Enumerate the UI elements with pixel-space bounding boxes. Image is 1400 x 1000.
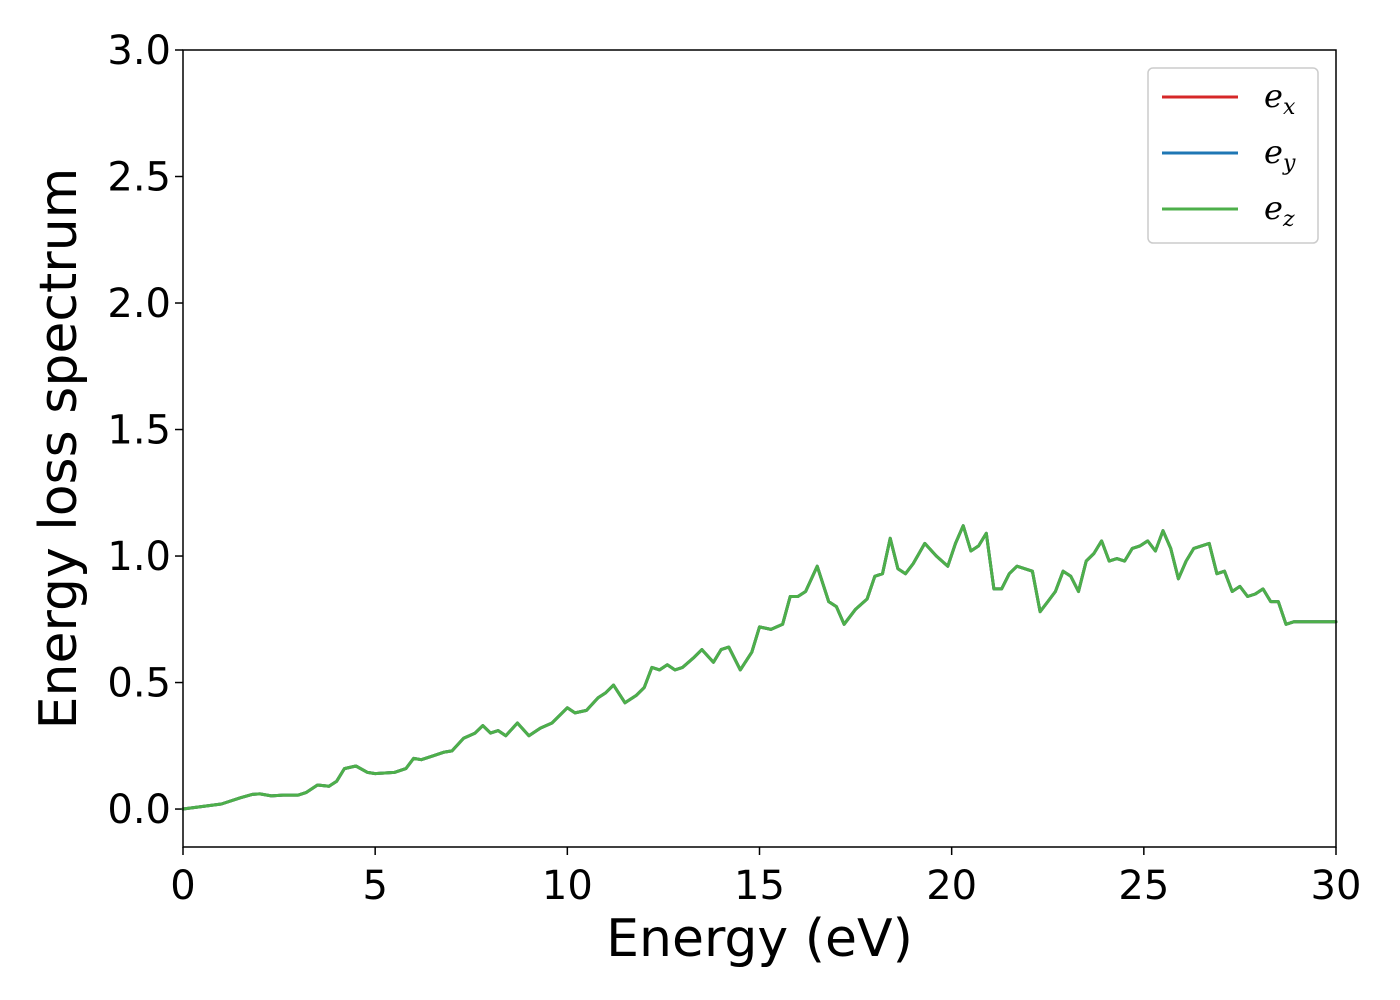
y-axis-label: Energy loss spectrum bbox=[29, 168, 89, 730]
y-tick-label: 3.0 bbox=[107, 28, 171, 74]
legend-box bbox=[1147, 67, 1319, 244]
plot-frame bbox=[182, 49, 1337, 848]
y-tick-label: 2.0 bbox=[107, 281, 171, 327]
series-lines bbox=[181, 524, 1338, 811]
x-tick-label: 5 bbox=[362, 863, 387, 909]
x-tick-label: 0 bbox=[170, 863, 195, 909]
y-tick-label: 0.0 bbox=[107, 787, 171, 833]
legend-label-e_y: ey bbox=[1264, 133, 1296, 176]
x-tick-label: 15 bbox=[734, 863, 785, 909]
x-tick-label: 25 bbox=[1118, 863, 1169, 909]
x-axis-label: Energy (eV) bbox=[606, 909, 913, 969]
y-tick-label: 1.5 bbox=[107, 408, 171, 454]
y-tick-label: 0.5 bbox=[107, 661, 171, 707]
legend-label-e_z: ez bbox=[1264, 189, 1295, 232]
x-tick-label: 10 bbox=[542, 863, 593, 909]
series-line-e_z bbox=[181, 524, 1338, 811]
y-axis-ticks: 0.0 0.5 1.0 1.5 2.0 2.5 3.0 bbox=[107, 28, 183, 833]
legend-label-e_x: ex bbox=[1264, 77, 1296, 120]
y-tick-label: 2.5 bbox=[107, 155, 171, 201]
x-tick-label: 20 bbox=[926, 863, 977, 909]
y-tick-label: 1.0 bbox=[107, 534, 171, 580]
legend: ex ey ez bbox=[1147, 67, 1319, 244]
x-tick-label: 30 bbox=[1311, 863, 1362, 909]
x-axis-ticks: 0 5 10 15 20 25 30 bbox=[170, 847, 1361, 909]
